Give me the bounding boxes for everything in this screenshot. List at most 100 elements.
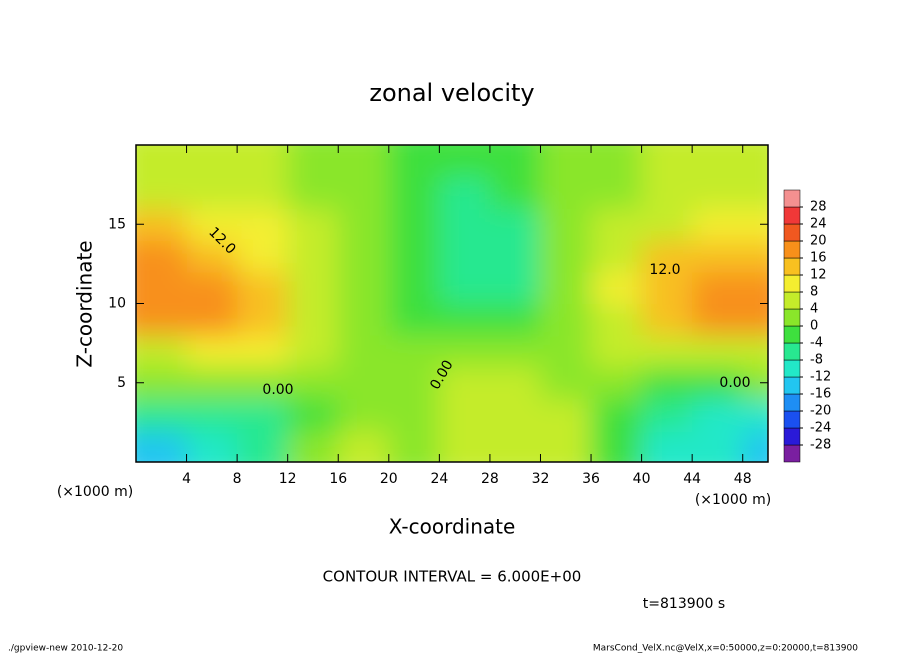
x-unit: (×1000 m) [695,492,771,508]
cell [641,271,693,304]
cell [641,398,693,431]
cell [591,145,643,178]
chart-title: zonal velocity [369,79,534,107]
colorbar-label: 28 [810,200,827,215]
colorbar-label: 12 [810,268,827,283]
colorbar-box [783,257,801,276]
colorbar-label: -8 [810,353,823,368]
cell [742,430,768,462]
colorbar-box [783,189,801,208]
cell [186,271,238,304]
cell [237,240,289,273]
cell [388,176,440,209]
cell [186,303,238,336]
cell [237,366,289,400]
cell [439,366,491,400]
cell [540,335,592,368]
y-tick-label: 5 [117,375,126,391]
cell [186,398,238,431]
contour-label: 0.00 [719,375,750,391]
x-tick-label: 12 [279,471,297,487]
colorbar-box [783,223,801,242]
cell [186,240,238,273]
contour-interval: CONTOUR INTERVAL = 6.000E+00 [323,568,582,586]
cell [540,240,592,273]
cell [742,271,768,304]
cell [692,208,744,241]
y-axis-label: Z-coordinate [73,240,97,367]
cell [186,145,238,178]
colorbar-label: -12 [810,370,831,385]
cell [692,430,744,462]
cell [540,145,592,178]
x-tick-label: 28 [481,471,499,487]
cell [591,430,643,462]
cell [287,176,339,209]
cell [591,208,643,241]
x-tick-label: 24 [430,471,448,487]
cell [489,208,541,241]
cell [338,303,390,336]
cell [136,208,188,241]
cell [591,271,643,304]
cell [742,176,768,209]
cell [287,271,339,304]
colorbar-label: -28 [810,438,831,453]
cell [692,240,744,273]
cell [338,271,390,304]
contour-label: 0.00 [262,382,293,398]
cell [388,145,440,178]
x-tick-label: 40 [633,471,651,487]
cell [287,240,339,273]
cell [439,303,491,336]
cell [136,398,188,431]
cell [287,398,339,431]
cell [489,335,541,368]
x-tick-label: 20 [380,471,398,487]
colorbar-box [783,393,801,412]
cell [388,366,440,400]
cell [338,145,390,178]
cell [287,303,339,336]
cell [540,398,592,431]
cell [641,145,693,178]
cell [591,335,643,368]
cell [136,240,188,273]
colorbar-box [783,308,801,327]
cell [591,366,643,400]
cell [489,366,541,400]
field [136,145,768,462]
cell [641,240,693,273]
cell [338,208,390,241]
x-tick-label: 8 [233,471,242,487]
cell [641,335,693,368]
cell [692,176,744,209]
footer-right: MarsCond_VelX.nc@VelX,x=0:50000,z=0:2000… [593,644,858,654]
colorbar-label: 8 [810,285,818,300]
colorbar-box [783,325,801,344]
colorbar-label: -24 [810,421,831,436]
colorbar-box [783,444,801,463]
cell [237,398,289,431]
colorbar-box [783,410,801,429]
cell [439,335,491,368]
cell [489,240,541,273]
cell [540,208,592,241]
cell [338,176,390,209]
colorbar-label: -4 [810,336,823,351]
cell [237,303,289,336]
cell [439,176,491,209]
cell [692,366,744,400]
cell [186,208,238,241]
cell [136,271,188,304]
cell [540,366,592,400]
cell [489,271,541,304]
cell [439,398,491,431]
cell [338,335,390,368]
colorbar-label: 0 [810,319,818,334]
cell [136,366,188,400]
cell [388,208,440,241]
cell [136,176,188,209]
cell [540,303,592,336]
cell [540,430,592,462]
